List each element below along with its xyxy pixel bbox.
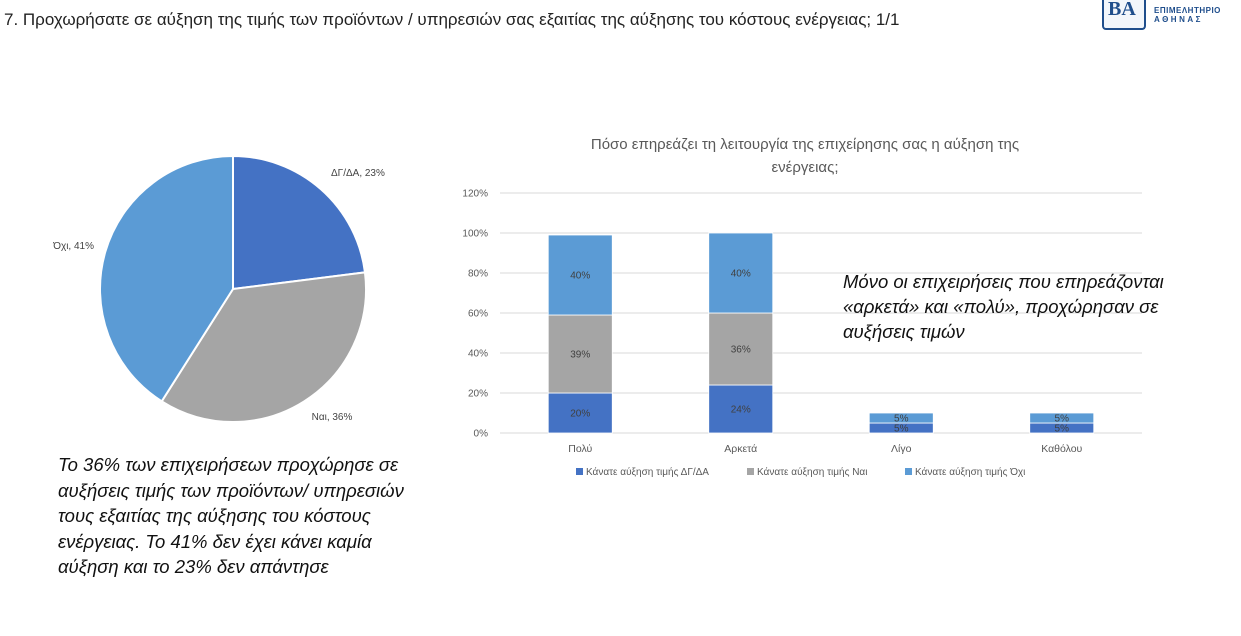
pie-chart: ΔΓ/ΔΑ, 23% Ναι, 36% Όχι, 41% <box>52 154 385 423</box>
pie-slice-2 <box>99 154 234 403</box>
bar-data-label: 5% <box>894 424 909 435</box>
bar-data-label: 40% <box>731 269 751 280</box>
logo-text-line2: ΑΘΗΝΑΣ <box>1154 15 1203 24</box>
logo-text-line1: ΕΠΙΜΕΛΗΤΗΡΙΟ <box>1154 6 1221 15</box>
y-tick-label: 100% <box>462 229 488 240</box>
logo-emblem: ΒΑ <box>1102 0 1146 30</box>
legend-swatch-1 <box>747 468 754 475</box>
summary-text: Το 36% των επιχειρήσεων προχώρησε σε αυξ… <box>58 454 404 577</box>
bar-segment <box>547 234 613 316</box>
bar-segment <box>708 312 774 386</box>
pie-slice-1 <box>160 271 367 423</box>
x-category-label: Καθόλου <box>1041 443 1082 455</box>
bar-data-label: 20% <box>570 409 590 420</box>
legend-entry-0: Κάνατε αύξηση τιμής ΔΓ/ΔΑ <box>586 466 709 478</box>
legend-swatch-0 <box>576 468 583 475</box>
legend-swatch-2 <box>905 468 912 475</box>
bar-segment <box>868 412 934 424</box>
bar-data-label: 36% <box>731 345 751 356</box>
legend-entry-1: Κάνατε αύξηση τιμής Ναι <box>757 466 867 478</box>
legend-entry-2: Κάνατε αύξηση τιμής Όχι <box>915 466 1025 478</box>
y-tick-label: 40% <box>468 349 488 360</box>
bar-data-label: 5% <box>1055 424 1070 435</box>
page-title: 7. Προχωρήσατε σε αύξηση της τιμής των π… <box>4 10 900 29</box>
bar-data-label: 40% <box>570 271 590 282</box>
y-tick-label: 0% <box>474 429 489 440</box>
bar-data-label: 5% <box>1055 414 1070 425</box>
bar-data-label: 39% <box>570 350 590 361</box>
bar-segment <box>547 392 613 434</box>
bar-segment <box>708 232 774 314</box>
bar-segment <box>1029 412 1095 424</box>
y-tick-label: 20% <box>468 389 488 400</box>
x-category-label: Λίγο <box>891 443 912 455</box>
bar-chart-title-line-1: ενέργειας; <box>772 159 839 176</box>
bar-chart-title-line-0: Πόσο επηρεάζει τη λειτουργία της επιχείρ… <box>591 136 1019 153</box>
y-tick-label: 60% <box>468 309 488 320</box>
pie-slice-0 <box>232 154 367 291</box>
bar-segment <box>708 384 774 434</box>
logo-mark: ΒΑ <box>1108 0 1136 20</box>
x-category-label: Πολύ <box>568 443 592 455</box>
y-tick-label: 120% <box>462 189 488 200</box>
bar-data-label: 24% <box>731 405 751 416</box>
stacked-bar-chart: Πόσο επηρεάζει τη λειτουργία της επιχείρ… <box>462 136 1142 478</box>
y-tick-label: 80% <box>468 269 488 280</box>
bar-segment <box>547 314 613 394</box>
chamber-logo: ΒΑ ΕΠΙΜΕΛΗΤΗΡΙΟ ΑΘΗΝΑΣ <box>1102 0 1232 30</box>
x-category-label: Αρκετά <box>724 443 757 455</box>
pie-label-2: Όχι, 41% <box>52 241 94 252</box>
bar-data-label: 5% <box>894 414 909 425</box>
pie-label-0: ΔΓ/ΔΑ, 23% <box>331 168 385 179</box>
pie-label-1: Ναι, 36% <box>312 412 353 423</box>
annotation-note: Μόνο οι επιχειρήσεις που επηρεάζονται «α… <box>843 271 1164 342</box>
